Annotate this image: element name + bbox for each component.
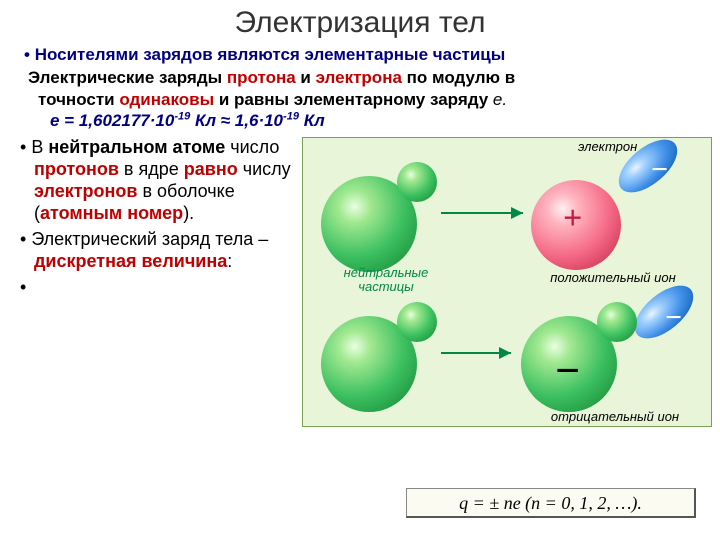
label-electron: электрон — [578, 140, 637, 154]
t: Электрический заряд тела – — [31, 229, 268, 249]
bullet-discrete: Электрический заряд тела – дискретная ве… — [16, 229, 296, 273]
intro-block: Носителями зарядов являются элементарные… — [0, 44, 720, 131]
t: равно — [184, 159, 238, 179]
neutral-small-sphere — [397, 162, 437, 202]
arrow-bottom — [433, 328, 521, 378]
t: протонов — [34, 159, 119, 179]
page-title: Электризация тел — [0, 6, 720, 40]
t: в ядре — [119, 159, 184, 179]
minus-sign-electron-bottom: − — [665, 310, 682, 325]
t: -19 — [283, 110, 299, 122]
intro-line2: Электрические заряды протона и электрона… — [14, 67, 706, 88]
t: : — [227, 251, 232, 271]
t: Кл ≈ 1,6·10 — [190, 111, 283, 130]
arrow-top — [433, 188, 533, 238]
t: число — [225, 137, 279, 157]
t: точности — [38, 90, 119, 109]
label-neutral: нейтральные частицы — [331, 266, 441, 295]
t: числу — [238, 159, 291, 179]
content-row: В нейтральном атоме число протонов в ядр… — [0, 137, 720, 427]
minus-sign-electron-top: − — [651, 162, 668, 177]
t: электрона — [316, 68, 402, 87]
t: дискретная величина — [34, 251, 227, 271]
bullet-empty — [16, 277, 296, 299]
t: e = 1,602177·10 — [50, 111, 174, 130]
t: Электрические заряды — [28, 68, 227, 87]
neutral-small-sphere-2 — [397, 302, 437, 342]
t: протона — [227, 68, 296, 87]
neg-ion-small-sphere — [597, 302, 637, 342]
t: e. — [493, 90, 507, 109]
minus-sign-ion: − — [555, 360, 580, 382]
charge-formula: q = ± ne (n = 0, 1, 2, …). — [406, 488, 696, 518]
t: и равны элементарному заряду — [214, 90, 493, 109]
electron-ellipse-bottom — [626, 276, 703, 349]
t: и — [296, 68, 316, 87]
left-text: В нейтральном атоме число протонов в ядр… — [16, 137, 296, 427]
t: ). — [183, 203, 194, 223]
label-positive-ion: положительный ион — [533, 271, 693, 285]
elementary-charge-eq: e = 1,602177·10-19 Кл ≈ 1,6·10-19 Кл — [14, 110, 706, 131]
bullet-neutral-atom: В нейтральном атоме число протонов в ядр… — [16, 137, 296, 225]
label-negative-ion: отрицательный ион — [535, 410, 695, 424]
t: -19 — [174, 110, 190, 122]
plus-sign: + — [563, 200, 582, 238]
intro-bullet: Носителями зарядов являются элементарные… — [14, 44, 706, 65]
t: атомным номер — [40, 203, 183, 223]
t: по модулю в — [402, 68, 515, 87]
t: В — [31, 137, 48, 157]
ion-diagram: + − электрон нейтральные частицы положит… — [302, 137, 712, 427]
t: электронов — [34, 181, 137, 201]
t: Кл — [299, 111, 325, 130]
intro-line3: точности одинаковы и равны элементарному… — [14, 89, 706, 110]
t: нейтральном атоме — [48, 137, 225, 157]
t: одинаковы — [119, 90, 214, 109]
